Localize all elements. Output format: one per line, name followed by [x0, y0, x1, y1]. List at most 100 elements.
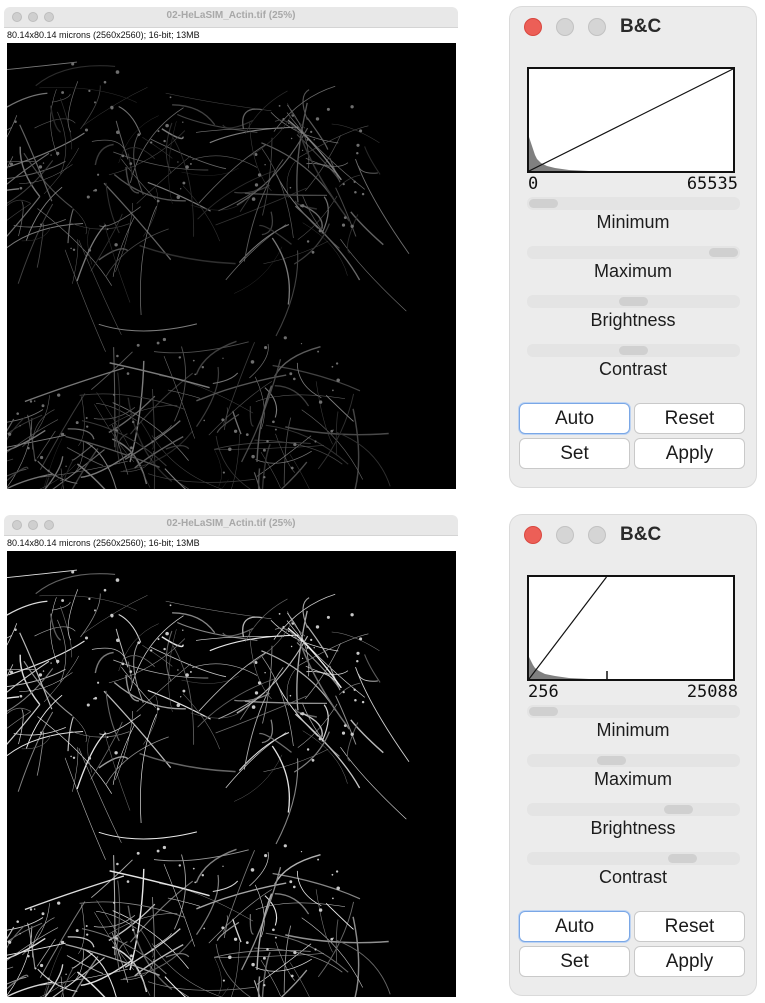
- actin-speckle: [356, 659, 359, 663]
- bc-window[interactable]: B&C 256 25088 Minimum Maximum Brightness…: [510, 515, 756, 995]
- actin-filament: [67, 81, 79, 133]
- zoom-icon[interactable]: [588, 18, 606, 36]
- actin-filament: [173, 479, 190, 489]
- image-window-titlebar[interactable]: 02-HeLaSIM_Actin.tif (25%): [4, 515, 458, 536]
- actin-filament: [7, 458, 14, 462]
- actin-speckle: [131, 928, 135, 932]
- actin-filament: [113, 681, 186, 710]
- actin-speckle: [201, 366, 204, 369]
- actin-filament: [67, 589, 79, 641]
- actin-filament: [283, 417, 292, 485]
- actin-filament: [274, 893, 310, 915]
- actin-speckle: [354, 698, 357, 702]
- maximum-slider-thumb[interactable]: [597, 756, 627, 765]
- actin-filament: [294, 708, 317, 718]
- minimum-slider-thumb[interactable]: [529, 199, 558, 208]
- contrast-slider[interactable]: [527, 344, 740, 357]
- actin-filament: [249, 914, 254, 935]
- actin-speckle: [115, 70, 120, 74]
- actin-filament: [121, 667, 156, 708]
- actin-filament: [172, 104, 216, 126]
- actin-speckle: [93, 189, 95, 192]
- close-icon[interactable]: [12, 520, 22, 530]
- actin-speckle: [88, 89, 91, 93]
- actin-speckle: [41, 404, 45, 408]
- reset-button[interactable]: Reset: [634, 403, 745, 434]
- minimize-icon[interactable]: [28, 12, 38, 22]
- image-window[interactable]: 02-HeLaSIM_Actin.tif (25%) 80.14x80.14 m…: [4, 515, 458, 997]
- minimize-icon[interactable]: [556, 18, 574, 36]
- auto-button[interactable]: Auto: [519, 403, 630, 434]
- close-icon[interactable]: [524, 18, 542, 36]
- actin-filament: [91, 859, 133, 899]
- contrast-slider[interactable]: [527, 852, 740, 865]
- actin-speckle: [233, 937, 238, 941]
- actin-speckle: [264, 163, 266, 166]
- actin-filament: [255, 902, 346, 910]
- image-canvas[interactable]: [7, 43, 456, 489]
- image-window[interactable]: 02-HeLaSIM_Actin.tif (25%) 80.14x80.14 m…: [4, 7, 458, 489]
- minimize-icon[interactable]: [28, 520, 38, 530]
- actin-filament: [87, 228, 93, 265]
- bc-titlebar[interactable]: B&C: [510, 515, 756, 555]
- actin-filament: [78, 904, 85, 954]
- actin-speckle: [251, 705, 256, 709]
- set-button[interactable]: Set: [519, 946, 630, 977]
- brightness-slider[interactable]: [527, 803, 740, 816]
- maximum-slider[interactable]: [527, 754, 740, 767]
- actin-filament: [255, 394, 346, 402]
- actin-filament: [261, 211, 274, 236]
- zoom-icon[interactable]: [44, 520, 54, 530]
- actin-speckle: [292, 377, 296, 381]
- actin-filament: [264, 895, 278, 926]
- image-window-titlebar[interactable]: 02-HeLaSIM_Actin.tif (25%): [4, 7, 458, 28]
- actin-filament: [293, 731, 330, 773]
- actin-filament: [130, 615, 184, 691]
- brightness-slider-thumb[interactable]: [664, 805, 693, 814]
- reset-button[interactable]: Reset: [634, 911, 745, 942]
- bc-titlebar[interactable]: B&C: [510, 7, 756, 47]
- apply-button[interactable]: Apply: [634, 438, 745, 469]
- actin-speckle: [221, 418, 225, 422]
- bc-window[interactable]: B&C 0 65535 Minimum Maximum Brightness C…: [510, 7, 756, 487]
- close-icon[interactable]: [12, 12, 22, 22]
- actin-filament: [296, 610, 308, 711]
- actin-filament: [78, 748, 122, 843]
- actin-filament: [43, 655, 79, 703]
- actin-speckle: [350, 224, 354, 228]
- minimize-icon[interactable]: [556, 526, 574, 544]
- actin-filament: [81, 928, 167, 975]
- actin-speckle: [156, 199, 160, 203]
- contrast-slider-thumb[interactable]: [667, 854, 697, 863]
- actin-filament: [69, 222, 130, 230]
- actin-speckle: [201, 874, 204, 877]
- brightness-slider-thumb[interactable]: [619, 297, 648, 306]
- actin-filament: [249, 851, 269, 887]
- minimum-slider[interactable]: [527, 197, 740, 210]
- image-canvas[interactable]: [7, 551, 456, 997]
- actin-speckle: [289, 694, 292, 697]
- maximum-slider[interactable]: [527, 246, 740, 259]
- auto-button[interactable]: Auto: [519, 911, 630, 942]
- set-button[interactable]: Set: [519, 438, 630, 469]
- actin-filament: [7, 414, 43, 435]
- actin-speckle: [137, 641, 141, 645]
- zoom-icon[interactable]: [44, 12, 54, 22]
- bc-title: B&C: [620, 16, 662, 37]
- actin-filament: [271, 745, 291, 813]
- actin-speckle: [264, 854, 268, 858]
- actin-speckle: [131, 420, 135, 424]
- brightness-slider[interactable]: [527, 295, 740, 308]
- zoom-icon[interactable]: [588, 526, 606, 544]
- minimum-slider-thumb[interactable]: [529, 707, 558, 716]
- apply-button[interactable]: Apply: [634, 946, 745, 977]
- actin-filament: [167, 389, 200, 399]
- actin-filament: [136, 155, 191, 204]
- actin-filament: [325, 394, 354, 422]
- maximum-slider-thumb[interactable]: [709, 248, 738, 257]
- close-icon[interactable]: [524, 526, 542, 544]
- actin-filament: [274, 385, 310, 407]
- minimum-slider[interactable]: [527, 705, 740, 718]
- contrast-slider-thumb[interactable]: [619, 346, 648, 355]
- actin-filament: [43, 946, 63, 997]
